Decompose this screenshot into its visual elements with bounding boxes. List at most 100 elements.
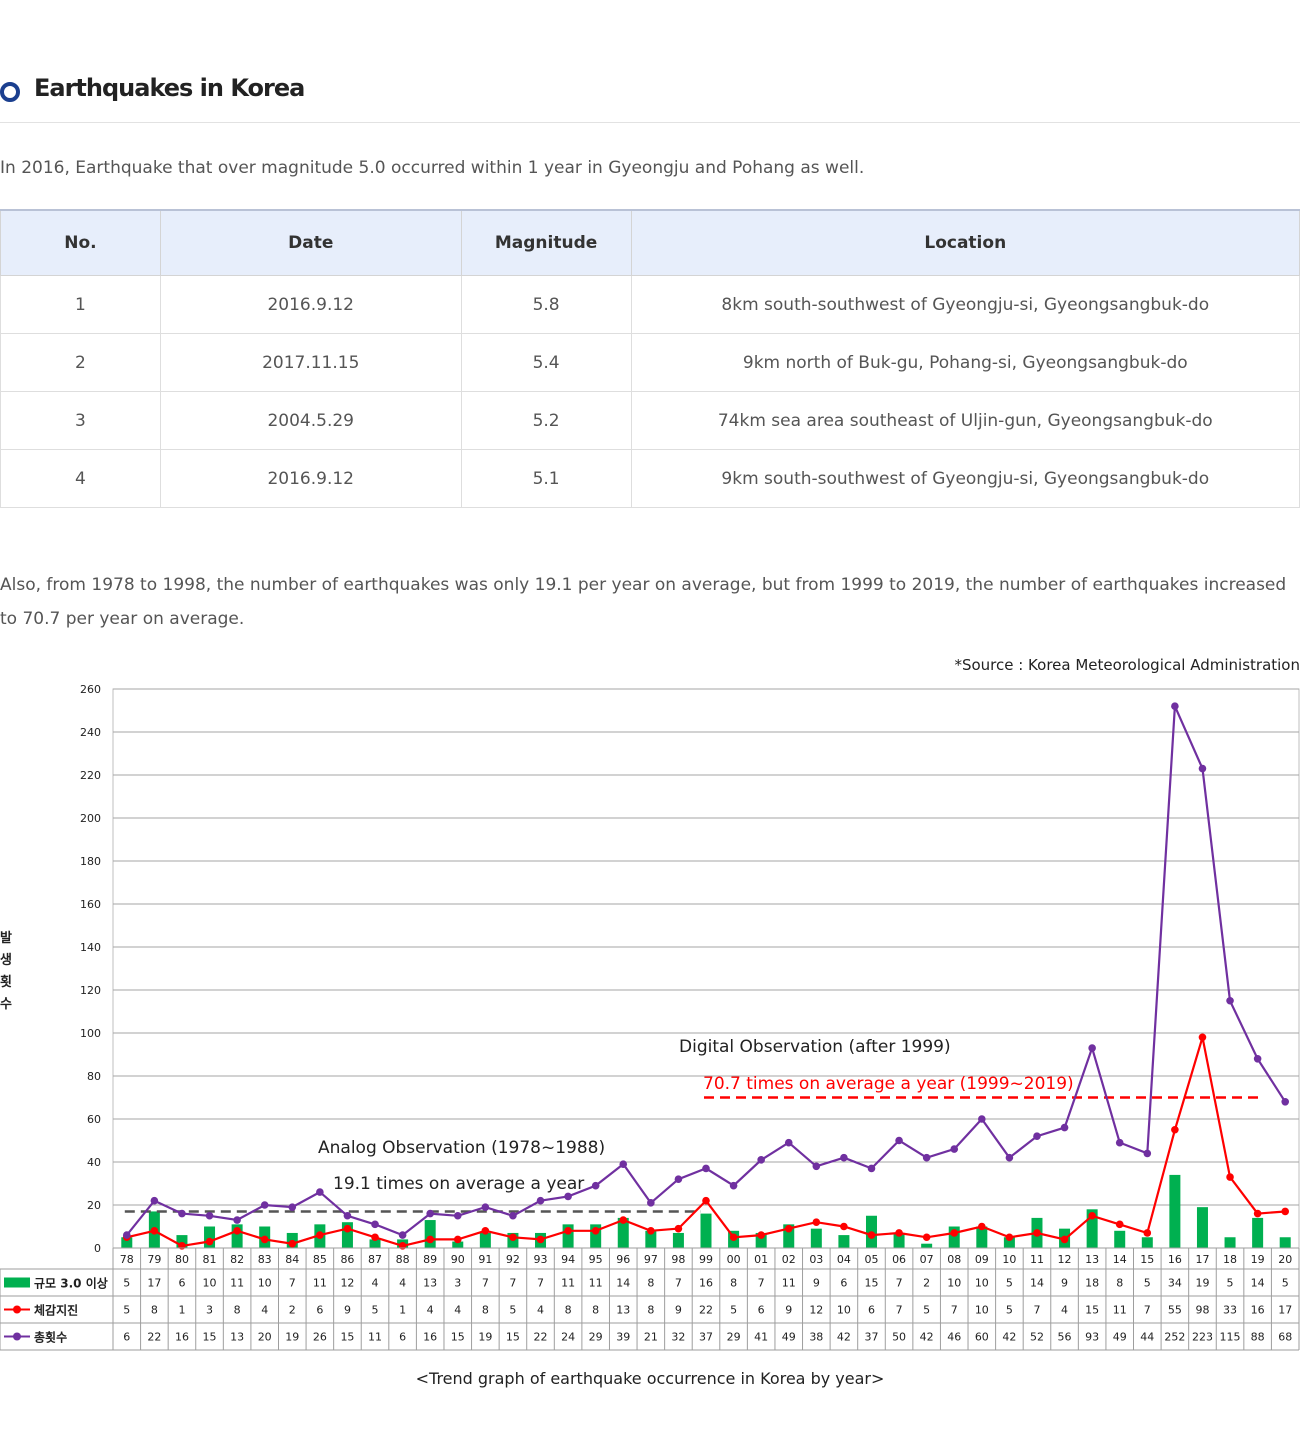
bar-mark xyxy=(562,1224,574,1248)
data-label: 19 xyxy=(478,1331,492,1344)
data-label: 11 xyxy=(589,1277,603,1290)
point-mark xyxy=(591,1181,600,1190)
y-axis-label-char: 생 xyxy=(0,953,12,968)
data-label: 252 xyxy=(1164,1331,1185,1344)
data-label: 68 xyxy=(1278,1331,1292,1344)
bar-mark xyxy=(783,1224,795,1248)
x-tick-label: 20 xyxy=(1278,1253,1292,1266)
y-tick-label: 260 xyxy=(80,683,101,696)
circle-bullet-icon xyxy=(0,82,20,102)
data-label: 8 xyxy=(1116,1277,1123,1290)
x-tick-label: 09 xyxy=(975,1253,989,1266)
data-label: 14 xyxy=(1251,1277,1265,1290)
x-tick-label: 90 xyxy=(451,1253,465,1266)
point-mark xyxy=(398,1242,407,1250)
data-label: 8 xyxy=(151,1304,158,1317)
point-mark xyxy=(619,1160,628,1168)
x-tick-label: 94 xyxy=(561,1253,575,1266)
data-label: 14 xyxy=(616,1277,630,1290)
point-mark xyxy=(1005,1153,1014,1162)
data-label: 41 xyxy=(754,1331,768,1344)
data-label: 9 xyxy=(785,1304,792,1317)
x-tick-label: 02 xyxy=(782,1253,796,1266)
data-label: 4 xyxy=(454,1304,461,1317)
x-tick-label: 84 xyxy=(285,1253,299,1266)
x-tick-label: 86 xyxy=(340,1253,354,1266)
data-label: 19 xyxy=(285,1331,299,1344)
earthquake-table: No. Date Magnitude Location 1 2016.9.12 … xyxy=(0,209,1300,508)
intro-text: In 2016, Earthquake that over magnitude … xyxy=(0,158,865,178)
data-label: 9 xyxy=(813,1277,820,1290)
data-label: 5 xyxy=(730,1304,737,1317)
x-tick-label: 11 xyxy=(1030,1253,1044,1266)
point-mark xyxy=(316,1231,324,1239)
x-tick-label: 15 xyxy=(1140,1253,1154,1266)
data-label: 38 xyxy=(809,1331,823,1344)
point-mark xyxy=(536,1235,545,1244)
data-label: 10 xyxy=(258,1277,272,1290)
cell-location: 9km north of Buk-gu, Pohang-si, Gyeongsa… xyxy=(630,333,1300,392)
data-label: 1 xyxy=(178,1304,185,1317)
x-tick-label: 81 xyxy=(203,1253,217,1266)
cell-no: 4 xyxy=(0,449,161,508)
data-label: 20 xyxy=(258,1331,272,1344)
cell-magnitude: 5.4 xyxy=(460,333,632,392)
point-mark xyxy=(481,1227,490,1235)
data-label: 10 xyxy=(975,1304,989,1317)
cell-no: 1 xyxy=(0,275,161,334)
point-mark xyxy=(564,1227,572,1235)
data-label: 29 xyxy=(589,1331,603,1344)
data-label: 8 xyxy=(647,1304,654,1317)
data-label: 5 xyxy=(509,1304,516,1317)
point-mark xyxy=(812,1162,821,1171)
y-tick-label: 200 xyxy=(80,812,101,825)
point-mark xyxy=(1226,996,1234,1005)
data-label: 8 xyxy=(730,1277,737,1290)
data-label: 93 xyxy=(1085,1331,1099,1344)
data-label: 55 xyxy=(1168,1304,1182,1317)
point-mark xyxy=(812,1218,821,1226)
earthquake-trend-chart: 020406080100120140160180200220240260발생횟수… xyxy=(0,683,1300,1351)
table-row: 3 2004.5.29 5.2 74km sea area southeast … xyxy=(0,391,1300,450)
x-tick-label: 80 xyxy=(175,1253,189,1266)
point-mark xyxy=(288,1239,297,1248)
y-tick-label: 40 xyxy=(87,1156,101,1169)
x-tick-label: 95 xyxy=(589,1253,603,1266)
data-label: 60 xyxy=(975,1331,989,1344)
data-label: 7 xyxy=(758,1277,765,1290)
bar-mark xyxy=(810,1228,822,1248)
data-label: 10 xyxy=(947,1277,961,1290)
data-label: 56 xyxy=(1058,1331,1072,1344)
x-tick-label: 98 xyxy=(671,1253,685,1266)
data-label: 9 xyxy=(1061,1277,1068,1290)
point-mark xyxy=(1143,1229,1152,1237)
data-label: 223 xyxy=(1192,1331,1213,1344)
point-mark xyxy=(371,1233,379,1242)
bar-mark xyxy=(700,1213,712,1248)
data-label: 5 xyxy=(1227,1277,1234,1290)
data-label: 7 xyxy=(675,1277,682,1290)
y-tick-label: 160 xyxy=(80,898,101,911)
y-tick-label: 240 xyxy=(80,726,101,739)
point-mark xyxy=(867,1164,876,1173)
x-tick-label: 92 xyxy=(506,1253,520,1266)
data-label: 46 xyxy=(947,1331,961,1344)
x-tick-label: 05 xyxy=(864,1253,878,1266)
x-tick-label: 85 xyxy=(313,1253,327,1266)
point-mark xyxy=(922,1233,931,1242)
point-mark xyxy=(702,1164,710,1173)
bar-mark xyxy=(452,1241,464,1248)
point-mark xyxy=(619,1216,628,1224)
data-label: 16 xyxy=(175,1331,189,1344)
bar-mark xyxy=(617,1217,629,1248)
data-label: 16 xyxy=(423,1331,437,1344)
data-label: 19 xyxy=(1195,1277,1209,1290)
data-label: 8 xyxy=(482,1304,489,1317)
bar-mark xyxy=(1169,1174,1181,1248)
cell-magnitude: 5.1 xyxy=(460,449,632,508)
data-label: 50 xyxy=(892,1331,906,1344)
data-label: 14 xyxy=(1030,1277,1044,1290)
point-mark xyxy=(122,1231,131,1239)
point-mark xyxy=(150,1227,159,1235)
point-mark xyxy=(757,1156,765,1164)
